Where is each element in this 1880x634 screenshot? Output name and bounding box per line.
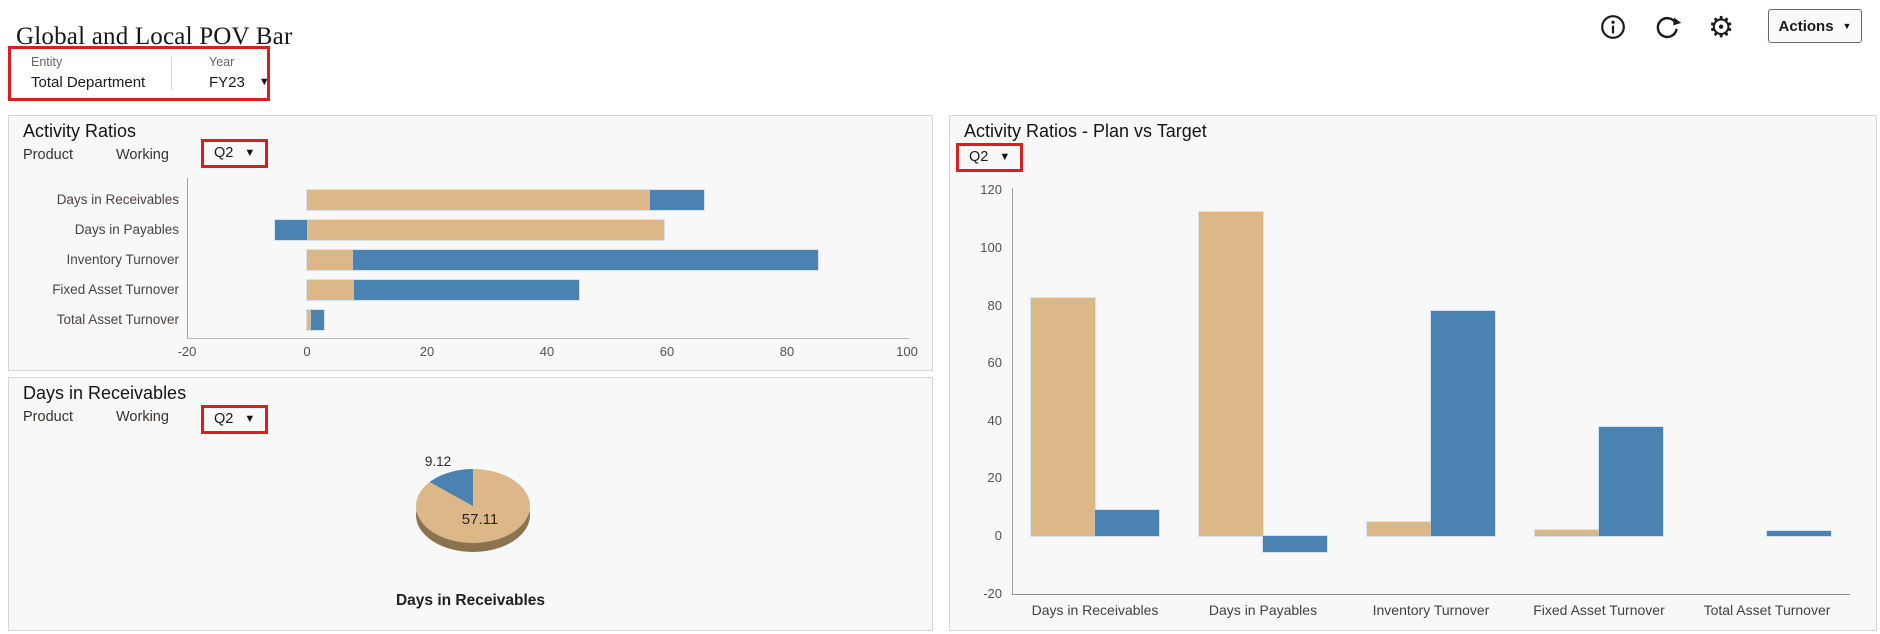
category-label: Days in Receivables — [56, 192, 179, 207]
activity-ratios-chart: Days in Receivables Days in Payables Inven… — [9, 116, 932, 370]
x-tick-label: 0 — [303, 344, 311, 359]
pov-bar-highlight: Entity Total Department Year FY23 ▼ — [8, 46, 270, 101]
pov-member-working[interactable]: Working — [116, 409, 169, 425]
chevron-down-icon: ▼ — [258, 76, 270, 88]
info-icon — [1601, 15, 1625, 39]
x-tick-label: -20 — [177, 344, 197, 359]
panel-title: Activity Ratios — [23, 121, 137, 141]
quarter-dropdown[interactable]: Q2 ▼ — [956, 143, 1024, 172]
category-label: Total Asset Turnover — [56, 312, 179, 327]
chevron-down-icon: ▼ — [999, 150, 1011, 163]
pie-slice-value-tan: 57.11 — [461, 511, 499, 528]
category-label: Fixed Asset Turnover — [52, 282, 179, 297]
chevron-down-icon: ▼ — [1842, 20, 1852, 31]
bar-series-blue[interactable] — [1431, 311, 1495, 536]
bar-series-blue[interactable] — [1263, 536, 1327, 552]
bar-segment-series-blue[interactable] — [649, 190, 705, 210]
y-tick-label: -20 — [983, 585, 1002, 601]
chevron-down-icon: ▼ — [244, 412, 256, 425]
year-label: Year — [209, 55, 235, 69]
page-title: Global and Local POV Bar — [16, 22, 293, 50]
x-axis-line — [1012, 594, 1850, 595]
x-tick-label: 40 — [539, 344, 555, 359]
category-label: Days in Payables — [74, 222, 179, 237]
bar-segment-series-blue[interactable] — [275, 220, 307, 240]
quarter-value: Q2 — [969, 149, 989, 165]
category-label: Fixed Asset Turnover — [1533, 602, 1665, 618]
y-axis-line — [187, 178, 188, 338]
bar-series-blue[interactable] — [1095, 509, 1159, 536]
pie-chart-title: Days in Receivables — [395, 592, 546, 609]
gear-icon: ⚙ — [1708, 10, 1734, 44]
bar-series-tan[interactable] — [1367, 521, 1431, 536]
bar-segment-series-tan[interactable] — [307, 220, 664, 240]
y-tick-label: 80 — [987, 297, 1002, 313]
panel-title: Activity Ratios - Plan vs Target — [964, 121, 1207, 141]
plan-vs-target-panel: Activity Ratios - Plan vs Target Q2 ▼ Da… — [949, 115, 1877, 631]
year-value: FY23 — [209, 74, 245, 91]
bar-segment-series-blue[interactable] — [353, 280, 579, 300]
plan-vs-target-chart: Days in Receivables Days in Payables Inven… — [950, 116, 1876, 630]
category-label: Total Asset Turnover — [1703, 602, 1831, 618]
pov-member-product[interactable]: Product — [23, 147, 73, 163]
x-axis-line — [187, 338, 909, 339]
x-tick-label: 100 — [896, 344, 918, 359]
bar-series-blue[interactable] — [1767, 531, 1831, 536]
settings-button[interactable]: ⚙ — [1706, 12, 1736, 42]
y-tick-label: 40 — [987, 412, 1002, 428]
info-button[interactable] — [1598, 12, 1628, 42]
x-tick-label: 60 — [659, 344, 675, 359]
bar-segment-series-tan[interactable] — [307, 280, 354, 300]
actions-label: Actions — [1778, 17, 1834, 35]
year-selector[interactable]: Year FY23 ▼ — [189, 49, 270, 91]
activity-ratios-panel: Activity Ratios Product Working Q2 ▼ Day… — [8, 115, 933, 371]
pie-slice-value-blue: 9.12 — [424, 454, 452, 469]
pov-member-working[interactable]: Working — [116, 147, 169, 163]
x-tick-label: 20 — [419, 344, 435, 359]
category-label: Inventory Turnover — [66, 252, 179, 267]
refresh-button[interactable] — [1652, 12, 1682, 42]
refresh-icon — [1656, 16, 1681, 39]
chevron-down-icon: ▼ — [244, 146, 256, 159]
pov-divider — [171, 57, 172, 90]
quarter-value: Q2 — [214, 145, 234, 161]
y-tick-label: 120 — [980, 182, 1002, 198]
bar-segment-series-blue[interactable] — [352, 250, 818, 270]
y-tick-label: 0 — [994, 528, 1002, 543]
pov-member-product[interactable]: Product — [23, 409, 73, 425]
bar-series-tan[interactable] — [1199, 212, 1263, 536]
bar-series-tan[interactable] — [1031, 298, 1095, 536]
panel-title: Days in Receivables — [23, 383, 187, 403]
quarter-value: Q2 — [214, 411, 234, 427]
bar-segment-series-tan[interactable] — [307, 190, 650, 210]
quarter-dropdown[interactable]: Q2 ▼ — [201, 405, 269, 434]
y-tick-label: 60 — [987, 355, 1002, 371]
category-label: Days in Receivables — [1031, 602, 1159, 618]
entity-selector[interactable]: Entity Total Department — [11, 49, 145, 98]
bar-series-blue[interactable] — [1599, 426, 1663, 536]
entity-value: Total Department — [31, 74, 146, 91]
bar-segment-series-tan[interactable] — [307, 250, 353, 270]
y-tick-label: 20 — [987, 470, 1002, 486]
x-tick-label: 80 — [779, 344, 795, 359]
y-tick-label: 100 — [980, 240, 1002, 255]
category-label: Days in Payables — [1208, 602, 1318, 618]
y-axis-line — [1012, 188, 1013, 594]
bar-series-tan[interactable] — [1535, 530, 1599, 536]
entity-label: Entity — [31, 55, 63, 69]
quarter-dropdown[interactable]: Q2 ▼ — [201, 139, 269, 168]
days-in-receivables-panel: Days in Receivables Product Working Q2 ▼… — [8, 377, 933, 631]
actions-button[interactable]: Actions ▼ — [1768, 9, 1862, 43]
pie[interactable] — [416, 469, 530, 543]
bar-segment-series-blue[interactable] — [311, 310, 324, 330]
bar-segment-series-tan[interactable] — [307, 310, 312, 330]
category-label: Inventory Turnover — [1372, 602, 1490, 618]
